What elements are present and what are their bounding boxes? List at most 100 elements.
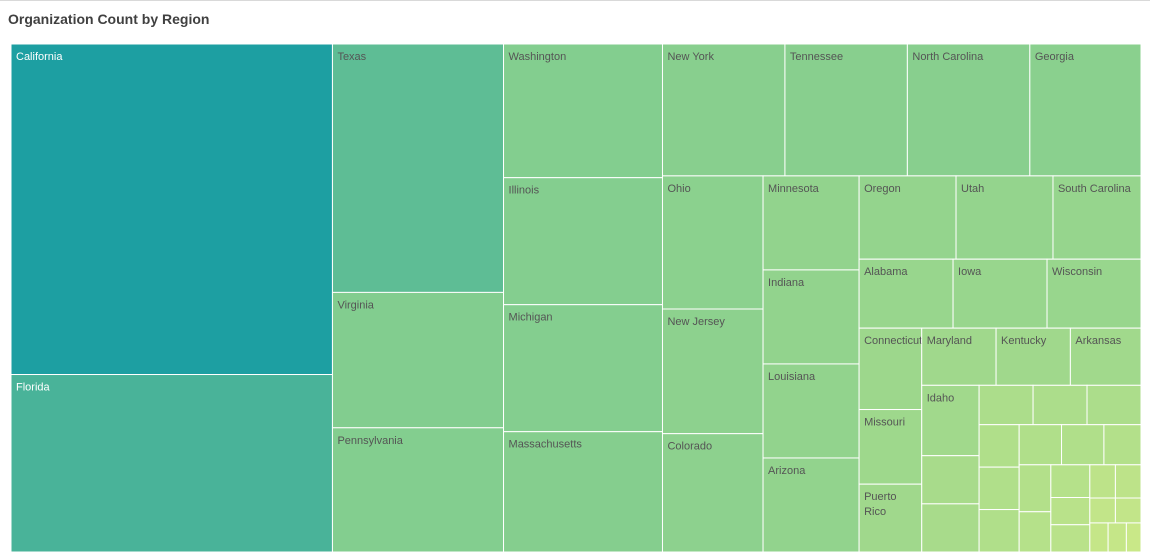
treemap-rect[interactable] <box>858 175 957 260</box>
treemap-cell-unlabeled-48[interactable] <box>1050 524 1091 553</box>
treemap-rect[interactable] <box>1107 522 1127 553</box>
treemap-rect[interactable] <box>331 43 505 293</box>
treemap-cell-new-york[interactable]: New York <box>661 43 786 177</box>
treemap-rect[interactable] <box>1050 497 1091 526</box>
treemap-rect[interactable] <box>1050 464 1091 499</box>
treemap-cell-michigan[interactable]: Michigan <box>503 304 663 433</box>
treemap-rect[interactable] <box>10 374 333 553</box>
treemap-cell-unlabeled-43[interactable] <box>1103 424 1142 466</box>
treemap-rect[interactable] <box>1029 43 1142 177</box>
treemap-rect[interactable] <box>1086 384 1142 426</box>
treemap-cell-alabama[interactable]: Alabama <box>858 258 954 329</box>
treemap-rect[interactable] <box>1018 511 1052 553</box>
treemap-cell-unlabeled-50[interactable] <box>1114 464 1142 499</box>
treemap-cell-missouri[interactable]: Missouri <box>858 409 923 485</box>
treemap-rect[interactable] <box>858 483 923 553</box>
treemap-rect[interactable] <box>661 308 764 435</box>
treemap-cell-virginia[interactable]: Virginia <box>331 291 505 429</box>
treemap-cell-south-carolina[interactable]: South Carolina <box>1052 175 1142 260</box>
treemap-cell-louisiana[interactable]: Louisiana <box>762 363 860 459</box>
treemap-cell-unlabeled-54[interactable] <box>1107 522 1127 553</box>
treemap-cell-unlabeled-41[interactable] <box>1018 424 1063 466</box>
treemap-cell-connecticut[interactable]: Connecticut <box>858 327 923 411</box>
treemap-cell-unlabeled-42[interactable] <box>1061 424 1105 466</box>
treemap-rect[interactable] <box>503 43 663 179</box>
treemap-cell-unlabeled-44[interactable] <box>1018 464 1052 513</box>
treemap-cell-unlabeled-34[interactable] <box>921 503 980 553</box>
treemap-cell-idaho[interactable]: Idaho <box>921 384 980 457</box>
treemap-cell-unlabeled-35[interactable] <box>978 384 1034 426</box>
treemap-cell-wisconsin[interactable]: Wisconsin <box>1046 258 1142 329</box>
treemap-rect[interactable] <box>1125 522 1142 553</box>
treemap-cell-puerto-rico[interactable]: Puerto Rico <box>858 483 923 553</box>
treemap-rect[interactable] <box>858 258 954 329</box>
treemap-cell-unlabeled-49[interactable] <box>1089 464 1116 499</box>
treemap-rect[interactable] <box>952 258 1048 329</box>
treemap-cell-unlabeled-39[interactable] <box>978 466 1020 511</box>
treemap-rect[interactable] <box>978 424 1020 468</box>
treemap-cell-california[interactable]: California <box>10 43 333 376</box>
treemap-rect[interactable] <box>921 503 980 553</box>
treemap-cell-arizona[interactable]: Arizona <box>762 457 860 553</box>
treemap-cell-unlabeled-55[interactable] <box>1125 522 1142 553</box>
treemap-rect[interactable] <box>978 384 1034 426</box>
treemap-cell-unlabeled-33[interactable] <box>921 455 980 505</box>
treemap-rect[interactable] <box>1046 258 1142 329</box>
treemap-cell-utah[interactable]: Utah <box>955 175 1054 260</box>
treemap-rect[interactable] <box>1114 464 1142 499</box>
treemap-cell-massachusetts[interactable]: Massachusetts <box>503 431 663 553</box>
treemap-cell-unlabeled-37[interactable] <box>1086 384 1142 426</box>
treemap-rect[interactable] <box>661 175 764 310</box>
treemap-cell-texas[interactable]: Texas <box>331 43 505 293</box>
treemap-rect[interactable] <box>1050 524 1091 553</box>
treemap-rect[interactable] <box>906 43 1031 177</box>
treemap-rect[interactable] <box>1089 522 1109 553</box>
treemap-cell-iowa[interactable]: Iowa <box>952 258 1048 329</box>
treemap-cell-unlabeled-36[interactable] <box>1032 384 1088 426</box>
treemap-rect[interactable] <box>955 175 1054 260</box>
treemap-cell-unlabeled-47[interactable] <box>1050 497 1091 526</box>
treemap-rect[interactable] <box>661 433 764 553</box>
treemap-rect[interactable] <box>661 43 786 177</box>
treemap-cell-unlabeled-51[interactable] <box>1089 497 1116 524</box>
treemap-rect[interactable] <box>784 43 908 177</box>
treemap-rect[interactable] <box>858 409 923 485</box>
treemap-rect[interactable] <box>1103 424 1142 466</box>
treemap-cell-tennessee[interactable]: Tennessee <box>784 43 908 177</box>
treemap-cell-north-carolina[interactable]: North Carolina <box>906 43 1031 177</box>
treemap-rect[interactable] <box>858 327 923 411</box>
treemap-rect[interactable] <box>1018 424 1063 466</box>
treemap-rect[interactable] <box>503 431 663 553</box>
treemap-cell-unlabeled-40[interactable] <box>978 509 1020 553</box>
treemap-cell-new-jersey[interactable]: New Jersey <box>661 308 764 435</box>
treemap-cell-unlabeled-52[interactable] <box>1114 497 1142 524</box>
treemap-cell-pennsylvania[interactable]: Pennsylvania <box>331 427 505 553</box>
treemap-rect[interactable] <box>1018 464 1052 513</box>
treemap-cell-georgia[interactable]: Georgia <box>1029 43 1142 177</box>
treemap-rect[interactable] <box>1089 464 1116 499</box>
treemap-cell-unlabeled-53[interactable] <box>1089 522 1109 553</box>
treemap-rect[interactable] <box>762 269 860 365</box>
treemap-rect[interactable] <box>1032 384 1088 426</box>
treemap-cell-kentucky[interactable]: Kentucky <box>995 327 1071 386</box>
treemap-rect[interactable] <box>331 291 505 429</box>
treemap-cell-arkansas[interactable]: Arkansas <box>1069 327 1142 386</box>
treemap-cell-washington[interactable]: Washington <box>503 43 663 179</box>
treemap-rect[interactable] <box>10 43 333 376</box>
treemap-rect[interactable] <box>1052 175 1142 260</box>
treemap-cell-maryland[interactable]: Maryland <box>921 327 997 386</box>
treemap-cell-unlabeled-46[interactable] <box>1050 464 1091 499</box>
treemap-rect[interactable] <box>1089 497 1116 524</box>
treemap-cell-minnesota[interactable]: Minnesota <box>762 175 860 271</box>
treemap-cell-indiana[interactable]: Indiana <box>762 269 860 365</box>
treemap-rect[interactable] <box>331 427 505 553</box>
treemap-cell-oregon[interactable]: Oregon <box>858 175 957 260</box>
treemap-cell-colorado[interactable]: Colorado <box>661 433 764 553</box>
treemap-cell-florida[interactable]: Florida <box>10 374 333 553</box>
treemap-cell-ohio[interactable]: Ohio <box>661 175 764 310</box>
treemap-rect[interactable] <box>921 327 997 386</box>
treemap-rect[interactable] <box>978 509 1020 553</box>
treemap-cell-illinois[interactable]: Illinois <box>503 177 663 306</box>
treemap-rect[interactable] <box>503 304 663 433</box>
treemap-rect[interactable] <box>921 455 980 505</box>
